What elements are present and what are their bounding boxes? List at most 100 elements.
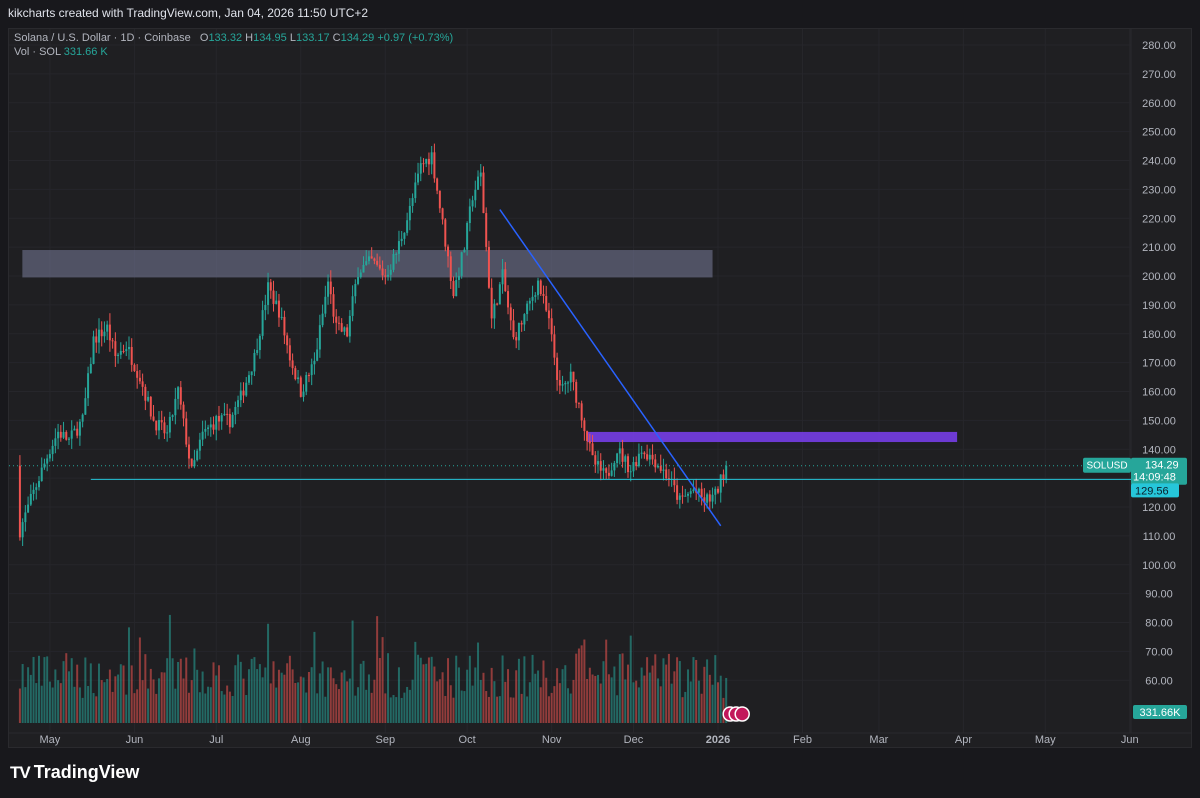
candle-body bbox=[29, 493, 32, 505]
countdown-timer: 14:09:48 bbox=[1133, 472, 1176, 484]
candle-body bbox=[283, 316, 286, 336]
volume-bar bbox=[346, 681, 349, 723]
candle-body bbox=[212, 424, 215, 430]
chart-pane[interactable]: 280.00 270.00 260.00 250.00 240.00 230.00 220.… bbox=[8, 28, 1192, 748]
volume-bar bbox=[343, 670, 346, 723]
volume-bar bbox=[654, 654, 657, 723]
volume-bar bbox=[78, 687, 81, 723]
volume-bar bbox=[665, 664, 668, 723]
volume-bar bbox=[152, 679, 155, 723]
candle-body bbox=[692, 489, 695, 492]
candle-body bbox=[367, 256, 370, 262]
candle-body bbox=[190, 458, 193, 467]
volume-bar bbox=[545, 677, 548, 723]
volume-bar bbox=[144, 654, 147, 723]
candle-body bbox=[59, 431, 62, 438]
candle-body bbox=[46, 458, 49, 464]
volume-price-label bbox=[1133, 705, 1187, 719]
volume-bar bbox=[138, 637, 141, 723]
volume-bar bbox=[54, 669, 57, 723]
candle-body bbox=[256, 350, 259, 353]
tradingview-branding[interactable]: TV TradingView bbox=[10, 762, 139, 783]
candle-body bbox=[234, 406, 237, 415]
volume-bar bbox=[567, 688, 570, 723]
volume-bar bbox=[553, 686, 556, 723]
volume-bar bbox=[307, 671, 310, 723]
candle-body bbox=[474, 189, 477, 201]
candle-body bbox=[531, 296, 534, 301]
volume-bar bbox=[498, 696, 501, 723]
volume-bar bbox=[575, 653, 578, 723]
candle-body bbox=[493, 303, 496, 319]
volume-bar bbox=[141, 680, 144, 723]
candle-body bbox=[187, 444, 190, 459]
candle-body bbox=[553, 334, 556, 358]
volume-bar bbox=[490, 667, 493, 723]
volume-bar bbox=[201, 671, 204, 723]
candle-body bbox=[280, 316, 283, 318]
change-value: +0.97 (+0.73%) bbox=[377, 32, 454, 44]
candle-body bbox=[209, 424, 212, 428]
volume-bar bbox=[97, 663, 100, 723]
price-chart[interactable]: 280.00 270.00 260.00 250.00 240.00 230.00 220.… bbox=[9, 29, 1191, 747]
candle-body bbox=[490, 287, 493, 319]
candle-body bbox=[613, 463, 616, 471]
volume-bar bbox=[62, 661, 65, 723]
candle-body bbox=[65, 432, 68, 440]
candle-body bbox=[725, 465, 728, 480]
volume-bar bbox=[526, 696, 529, 723]
candle-body bbox=[125, 349, 128, 352]
symbol-title[interactable]: Solana / U.S. Dollar · 1D · Coinbase bbox=[14, 32, 191, 44]
level-price-label bbox=[1131, 483, 1179, 498]
volume-bar bbox=[136, 689, 139, 723]
candle-body bbox=[147, 396, 150, 401]
candle-body bbox=[297, 377, 300, 380]
volume-bar bbox=[81, 697, 84, 723]
candle-body bbox=[373, 258, 376, 261]
candle-body bbox=[291, 360, 294, 369]
candle-body bbox=[286, 335, 289, 346]
candle-body bbox=[122, 350, 125, 352]
candle-body bbox=[564, 382, 567, 385]
volume-bar bbox=[430, 656, 433, 723]
volume-bar bbox=[537, 670, 540, 723]
candle-body bbox=[640, 452, 643, 454]
candle-body bbox=[711, 494, 714, 502]
candle-body bbox=[681, 495, 684, 497]
candle-body bbox=[646, 454, 649, 460]
volume-bar bbox=[556, 668, 559, 723]
candle-body bbox=[111, 340, 114, 342]
volume-bar bbox=[160, 672, 163, 723]
candle-body bbox=[21, 522, 24, 538]
candle-body bbox=[676, 485, 679, 500]
candle-body bbox=[542, 293, 545, 296]
volume-bar bbox=[629, 635, 632, 723]
candle-body bbox=[130, 346, 133, 365]
candle-body bbox=[89, 363, 92, 374]
time-axis-tick: May bbox=[1035, 734, 1056, 746]
volume-bar bbox=[444, 695, 447, 723]
candle-body bbox=[384, 275, 387, 277]
volume-bar bbox=[667, 653, 670, 723]
candle-body bbox=[537, 280, 540, 296]
candle-body bbox=[35, 487, 38, 490]
candle-body bbox=[719, 474, 722, 493]
candle-body bbox=[452, 280, 455, 297]
candle-body bbox=[501, 269, 504, 285]
candle-body bbox=[97, 329, 100, 343]
price-axis-tick: 210.00 bbox=[1142, 242, 1176, 254]
candle-body bbox=[78, 421, 81, 436]
time-axis-tick: Mar bbox=[869, 734, 888, 746]
volume-bar bbox=[95, 696, 98, 723]
price-axis-tick: 190.00 bbox=[1142, 300, 1176, 312]
candle-body bbox=[81, 414, 84, 422]
candle-body bbox=[329, 281, 332, 295]
volume-bar bbox=[547, 696, 550, 723]
volume-bar bbox=[92, 693, 95, 723]
candle-body bbox=[468, 206, 471, 224]
candle-body bbox=[637, 453, 640, 467]
volume-legend-label[interactable]: Vol · SOL bbox=[14, 46, 61, 58]
volume-bar bbox=[373, 679, 376, 723]
volume-bar bbox=[662, 658, 665, 723]
volume-bar bbox=[531, 654, 534, 723]
